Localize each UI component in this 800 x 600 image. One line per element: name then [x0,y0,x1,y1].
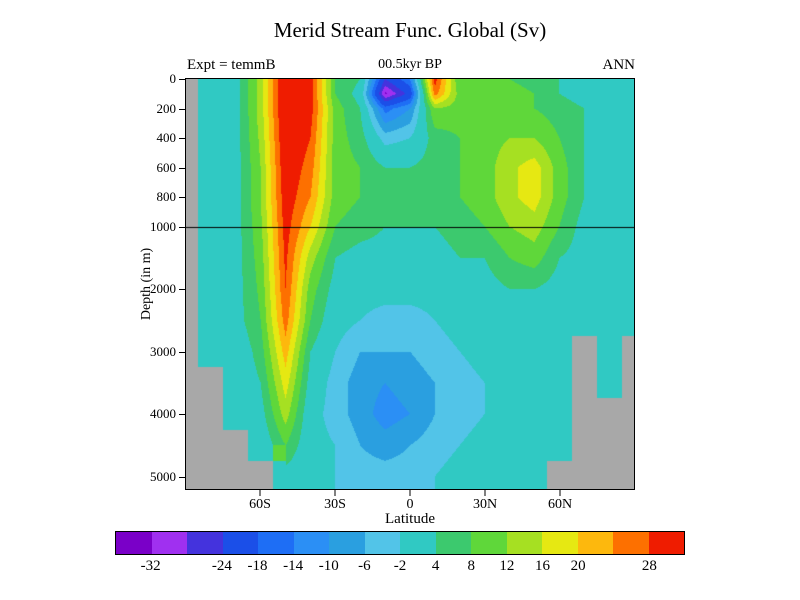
season-label: ANN [602,57,636,73]
latitude-tick-label: 0 [406,497,414,512]
latitude-axis: 60S 30S 0 30N 60N [185,490,635,514]
latitude-axis-title: Latitude [385,511,435,527]
colorbar-segment [151,532,187,554]
latitude-tick-label: 30S [324,497,346,512]
latitude-tick [334,490,336,496]
depth-tick-label: 5000 [150,468,176,484]
latitude-tick [259,490,261,496]
colorbar-tick-label: 20 [570,558,586,574]
colorbar-tick-label: -18 [247,558,268,574]
depth-tick [179,414,185,416]
streamfunction-contour-canvas [186,79,634,489]
depth-tick-label: 400 [156,130,177,146]
colorbar-segment [577,532,613,554]
experiment-label: Expt = temmB [187,57,276,73]
colorbar-segment [187,532,223,554]
depth-tick [179,197,185,199]
depth-axis: 0 200 400 600 800 1000 2000 3000 4000 5000 [0,71,185,490]
depth-tick-label: 800 [156,189,177,205]
depth-tick [179,226,185,228]
depth-tick [179,167,185,169]
colorbar-tick-label: 4 [431,558,440,574]
colorbar-tick-label: -14 [283,558,304,574]
latitude-tick-label: 60S [249,497,271,512]
colorbar-tick-label: -24 [211,558,232,574]
latitude-tick-label: 30N [472,497,498,512]
colorbar-segment [293,532,329,554]
colorbar-segment [364,532,400,554]
latitude-tick [409,490,411,496]
colorbar-tick-label: -2 [393,558,407,574]
colorbar-tick-label: -6 [358,558,371,574]
depth-tick-label: 1000 [150,218,176,234]
depth-tick [179,351,185,353]
colorbar-segment [471,532,507,554]
depth-tick [179,476,185,478]
colorbar-segment [506,532,542,554]
colorbar-segment [648,532,684,554]
depth-tick-label: 200 [156,100,177,116]
latitude-tick [559,490,561,496]
depth-tick [179,289,185,291]
depth-tick-label: 0 [169,71,177,86]
time-label: 00.5kyr BP [378,57,442,72]
colorbar-labels: -32 -24 -18 -14 -10 -6 -2 4 8 12 16 20 28 [115,558,685,578]
depth-tick-label: 2000 [150,281,176,297]
depth-tick-label: 600 [156,159,177,175]
colorbar-tick-label: 16 [535,558,550,574]
colorbar-segment [258,532,294,554]
colorbar-tick-label: -10 [318,558,339,574]
colorbar-segment [329,532,365,554]
colorbar-segment [222,532,258,554]
colorbar-segment [542,532,578,554]
depth-tick [179,79,185,80]
colorbar-segment [613,532,649,554]
colorbar-segment [116,532,152,554]
latitude-tick [484,490,486,496]
streamfunction-plot-area [185,78,635,490]
colorbar-tick-label: 28 [641,558,657,574]
latitude-tick-label: 60N [547,497,573,512]
colorbar-tick-label: -32 [140,558,161,574]
colorbar-segment [400,532,436,554]
colorbar-tick-label: 12 [499,558,515,574]
depth-tick [179,108,185,110]
colorbar [115,531,685,555]
colorbar-tick-label: 8 [467,558,476,574]
depth-tick-label: 3000 [150,343,176,359]
chart-title: Merid Stream Func. Global (Sv) [273,18,547,42]
depth-tick-label: 4000 [150,406,176,422]
depth-axis-title: Depth (in m) [139,247,154,321]
depth-tick [179,138,185,140]
colorbar-segment [435,532,471,554]
